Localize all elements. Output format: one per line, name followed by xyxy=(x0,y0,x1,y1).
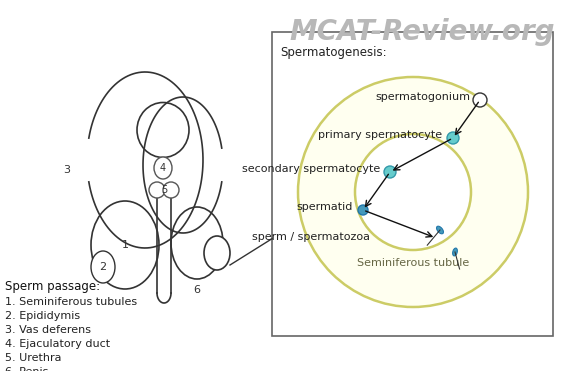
Circle shape xyxy=(355,134,471,250)
Text: 6: 6 xyxy=(194,285,200,295)
Circle shape xyxy=(447,132,459,144)
Circle shape xyxy=(473,93,487,107)
Text: spermatogonium: spermatogonium xyxy=(375,92,470,102)
Text: Seminiferous tubule: Seminiferous tubule xyxy=(357,258,469,268)
Ellipse shape xyxy=(204,236,230,270)
Circle shape xyxy=(358,205,368,215)
Text: 2. Epididymis: 2. Epididymis xyxy=(5,311,80,321)
Text: 5. Urethra: 5. Urethra xyxy=(5,353,61,363)
Bar xyxy=(272,32,553,336)
Text: Spermatogenesis:: Spermatogenesis: xyxy=(280,46,387,59)
Text: spermatid: spermatid xyxy=(297,202,353,212)
Text: secondary spermatocyte: secondary spermatocyte xyxy=(242,164,380,174)
Text: 1: 1 xyxy=(122,240,128,250)
Text: Sperm passage:: Sperm passage: xyxy=(5,280,100,293)
Ellipse shape xyxy=(154,157,172,179)
Text: 1. Seminiferous tubules: 1. Seminiferous tubules xyxy=(5,297,137,307)
Ellipse shape xyxy=(436,226,444,234)
Ellipse shape xyxy=(91,251,115,283)
Text: primary spermatocyte: primary spermatocyte xyxy=(318,130,442,140)
Text: MCAT-Review.org: MCAT-Review.org xyxy=(289,18,555,46)
Ellipse shape xyxy=(453,248,457,256)
Circle shape xyxy=(163,182,179,198)
Text: 3: 3 xyxy=(64,165,70,175)
Text: 6. Penis: 6. Penis xyxy=(5,367,48,371)
Text: 2: 2 xyxy=(100,262,106,272)
Text: 5: 5 xyxy=(161,185,167,195)
Circle shape xyxy=(384,166,396,178)
Text: 3. Vas deferens: 3. Vas deferens xyxy=(5,325,91,335)
Text: 4. Ejaculatory duct: 4. Ejaculatory duct xyxy=(5,339,110,349)
Circle shape xyxy=(149,182,165,198)
Text: sperm / spermatozoa: sperm / spermatozoa xyxy=(252,232,370,242)
Text: 4: 4 xyxy=(160,163,166,173)
Circle shape xyxy=(298,77,528,307)
